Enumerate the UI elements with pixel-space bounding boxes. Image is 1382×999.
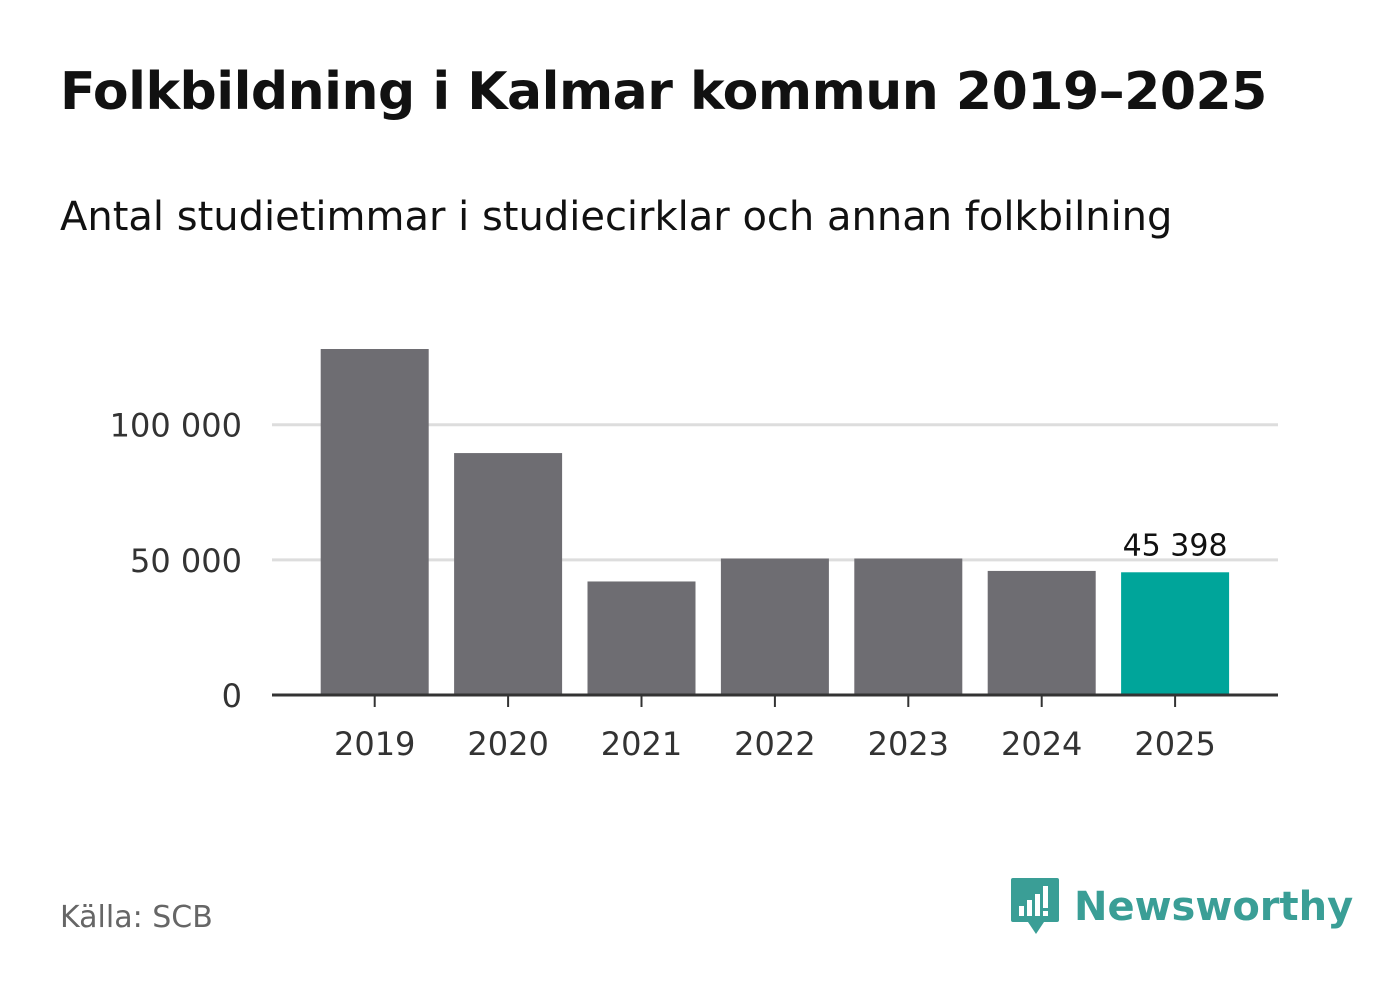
x-tick-label: 2022 <box>734 725 815 763</box>
x-tick-label: 2024 <box>1001 725 1082 763</box>
newsworthy-logo-icon <box>1011 878 1059 934</box>
data-label: 45 398 <box>1123 528 1228 563</box>
y-tick-label: 50 000 <box>130 542 242 580</box>
bars <box>320 349 1230 695</box>
source-note: Källa: SCB <box>60 900 213 935</box>
y-tick-label: 100 000 <box>110 407 242 445</box>
y-tick-label: 0 <box>222 677 242 715</box>
bar-2022 <box>720 558 829 695</box>
x-tick-label: 2025 <box>1134 725 1215 763</box>
x-axis-ticks: 2019 2020 2021 2022 2023 2024 2025 <box>334 695 1216 763</box>
brand-name: Newsworthy <box>1074 884 1354 930</box>
x-tick-label: 2020 <box>467 725 548 763</box>
brand-logo: Newsworthy <box>1010 876 1353 938</box>
x-tick-label: 2021 <box>601 725 682 763</box>
bar-2021 <box>587 581 696 695</box>
y-axis-ticks: 0 50 000 100 000 <box>110 407 242 715</box>
x-tick-label: 2019 <box>334 725 415 763</box>
bar-2019 <box>320 349 429 695</box>
data-labels: 45 398 <box>1123 528 1228 563</box>
x-tick-label: 2023 <box>868 725 949 763</box>
bar-2025 <box>1121 572 1230 695</box>
chart-subtitle: Antal studietimmar i studiecirklar och a… <box>60 194 1173 240</box>
bar-2020 <box>454 453 563 695</box>
chart-title: Folkbildning i Kalmar kommun 2019–2025 <box>60 62 1267 122</box>
bar-2023 <box>854 558 963 695</box>
bar-2024 <box>987 570 1096 695</box>
